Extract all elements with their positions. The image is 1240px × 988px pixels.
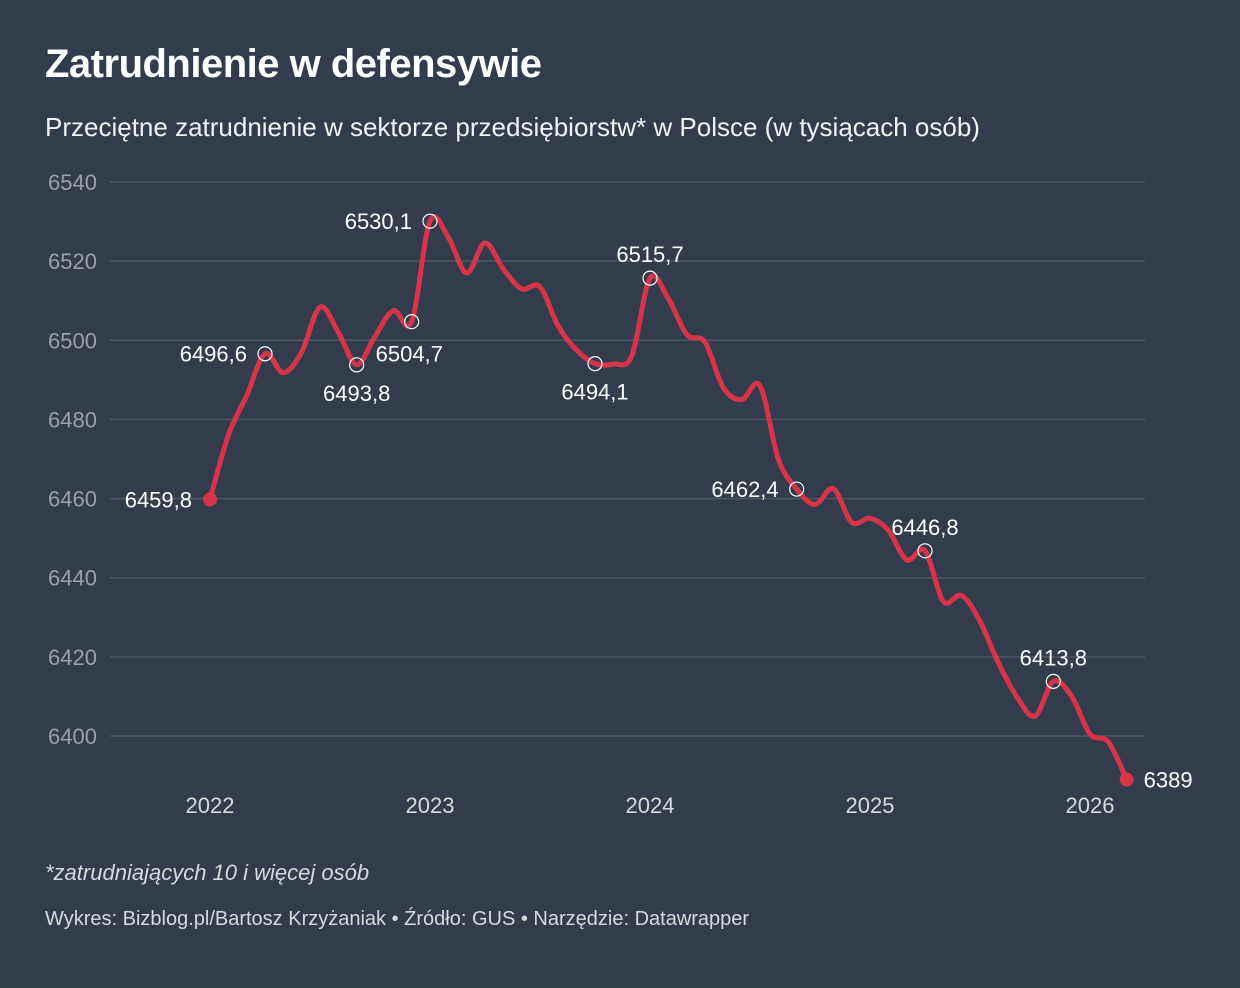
data-label: 6459,8: [125, 487, 192, 512]
chart-subtitle: Przeciętne zatrudnienie w sektorze przed…: [45, 112, 980, 142]
endpoint-dot: [1119, 772, 1134, 787]
data-label: 6389: [1144, 768, 1193, 793]
x-tick-label: 2026: [1066, 793, 1115, 818]
y-tick-label: 6400: [48, 724, 97, 749]
endpoint-dot: [203, 492, 217, 507]
annotations-layer: 6459,8 6496,6 6493,8 6504,7 6530,1 6494,1 6515…: [125, 209, 1193, 792]
data-label: 6515,7: [616, 242, 683, 267]
x-tick-label: 2022: [186, 793, 235, 818]
x-axis: 2022 2023 2024 2025 2026: [186, 793, 1115, 818]
y-tick-label: 6460: [48, 487, 97, 512]
data-label: 6413,8: [1020, 645, 1087, 670]
highlight-marker: [422, 213, 438, 229]
highlight-marker: [587, 356, 603, 372]
data-label: 6462,4: [711, 477, 778, 502]
data-label: 6530,1: [345, 209, 412, 234]
highlight-marker: [642, 270, 658, 286]
chart-title: Zatrudnienie w defensywie: [45, 42, 542, 86]
y-tick-label: 6480: [48, 407, 97, 432]
x-tick-label: 2024: [626, 793, 675, 818]
highlight-marker: [917, 543, 933, 559]
y-tick-label: 6420: [48, 645, 97, 670]
highlight-marker: [404, 314, 420, 330]
data-label: 6504,7: [376, 342, 443, 367]
data-label: 6493,8: [323, 381, 390, 406]
y-tick-label: 6440: [48, 566, 97, 591]
data-label: 6496,6: [180, 342, 247, 367]
y-axis: 6400 6420 6440 6460 6480 6500 6520 6540: [48, 170, 97, 749]
gridlines: [110, 181, 1145, 737]
highlight-marker: [1045, 673, 1061, 689]
data-label: 6446,8: [891, 515, 958, 540]
x-tick-label: 2025: [846, 793, 895, 818]
highlight-marker: [257, 346, 273, 362]
y-tick-label: 6500: [48, 328, 97, 353]
highlight-marker: [349, 357, 365, 373]
y-tick-label: 6520: [48, 249, 97, 274]
footnote: *zatrudniających 10 i więcej osób: [45, 860, 370, 885]
data-label: 6494,1: [561, 380, 628, 405]
y-tick-label: 6540: [48, 170, 97, 195]
x-tick-label: 2023: [406, 793, 455, 818]
highlight-marker: [789, 481, 805, 497]
credits: Wykres: Bizblog.pl/Bartosz Krzyżaniak • …: [45, 908, 750, 930]
